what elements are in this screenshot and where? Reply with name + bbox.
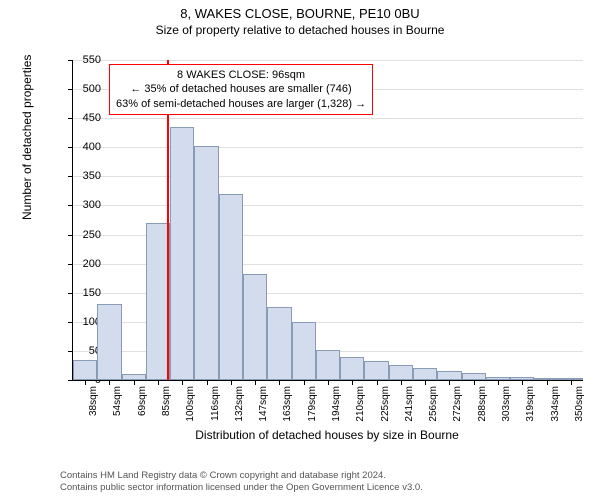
x-tick-mark: [182, 380, 183, 385]
x-tick-label: 334sqm: [550, 386, 561, 422]
x-tick-label: 100sqm: [185, 386, 196, 422]
x-tick-mark: [207, 380, 208, 385]
histogram-bar: [437, 371, 461, 380]
y-tick-label: 550: [71, 54, 101, 66]
x-tick-label: 147sqm: [258, 386, 269, 422]
histogram-bar: [194, 146, 218, 380]
chart-title: 8, WAKES CLOSE, BOURNE, PE10 0BU: [0, 6, 600, 21]
x-tick-mark: [231, 380, 232, 385]
callout-line-3: 63% of semi-detached houses are larger (…: [116, 97, 366, 111]
x-tick-mark: [498, 380, 499, 385]
footer-attribution: Contains HM Land Registry data © Crown c…: [60, 470, 423, 494]
callout-line-2: ← 35% of detached houses are smaller (74…: [116, 82, 366, 96]
chart-subtitle: Size of property relative to detached ho…: [0, 23, 600, 37]
x-tick-label: 350sqm: [574, 386, 585, 422]
y-axis-label: Number of detached properties: [20, 55, 34, 220]
x-tick-mark: [109, 380, 110, 385]
x-tick-label: 272sqm: [452, 386, 463, 422]
histogram-bar: [413, 368, 437, 380]
x-tick-label: 288sqm: [477, 386, 488, 422]
x-tick-mark: [474, 380, 475, 385]
x-tick-mark: [255, 380, 256, 385]
x-tick-label: 85sqm: [161, 386, 172, 416]
x-tick-mark: [522, 380, 523, 385]
x-tick-mark: [158, 380, 159, 385]
x-tick-label: 132sqm: [234, 386, 245, 422]
x-tick-label: 210sqm: [355, 386, 366, 422]
y-tick-label: 450: [71, 112, 101, 124]
histogram-bar: [292, 322, 316, 380]
footer-line-2: Contains public sector information licen…: [60, 482, 423, 494]
x-tick-label: 69sqm: [137, 386, 148, 416]
chart-container: Number of detached properties 0501001502…: [40, 60, 585, 410]
histogram-bar: [364, 361, 388, 380]
gridline: [73, 147, 583, 148]
x-tick-label: 194sqm: [331, 386, 342, 422]
x-tick-label: 179sqm: [307, 386, 318, 422]
x-tick-label: 54sqm: [112, 386, 123, 416]
gridline: [73, 176, 583, 177]
x-tick-mark: [279, 380, 280, 385]
histogram-bar: [462, 373, 486, 380]
y-tick-label: 250: [71, 229, 101, 241]
y-tick-label: 350: [71, 170, 101, 182]
reference-callout: 8 WAKES CLOSE: 96sqm ← 35% of detached h…: [109, 64, 373, 115]
gridline: [73, 205, 583, 206]
x-tick-label: 319sqm: [525, 386, 536, 422]
x-tick-mark: [352, 380, 353, 385]
histogram-bar: [389, 365, 413, 380]
callout-line-1: 8 WAKES CLOSE: 96sqm: [116, 68, 366, 82]
x-tick-label: 38sqm: [88, 386, 99, 416]
y-tick-label: 200: [71, 258, 101, 270]
x-tick-mark: [85, 380, 86, 385]
histogram-bar: [340, 357, 364, 380]
histogram-bar: [97, 304, 121, 380]
x-tick-label: 116sqm: [210, 386, 221, 421]
histogram-bar: [219, 194, 243, 380]
x-tick-mark: [377, 380, 378, 385]
gridline: [73, 118, 583, 119]
x-tick-mark: [304, 380, 305, 385]
footer-line-1: Contains HM Land Registry data © Crown c…: [60, 470, 423, 482]
x-tick-mark: [401, 380, 402, 385]
histogram-bar: [73, 360, 97, 380]
histogram-bar: [316, 350, 340, 380]
x-tick-mark: [547, 380, 548, 385]
histogram-bar: [170, 127, 194, 380]
y-tick-label: 500: [71, 83, 101, 95]
x-tick-mark: [328, 380, 329, 385]
chart-title-block: 8, WAKES CLOSE, BOURNE, PE10 0BU Size of…: [0, 6, 600, 37]
gridline: [73, 60, 583, 61]
y-tick-label: 400: [71, 141, 101, 153]
y-tick-label: 300: [71, 199, 101, 211]
plot-area: 05010015020025030035040045050055038sqm54…: [72, 60, 583, 381]
x-tick-mark: [134, 380, 135, 385]
x-tick-label: 256sqm: [428, 386, 439, 422]
x-tick-label: 163sqm: [282, 386, 293, 422]
y-tick-label: 150: [71, 287, 101, 299]
x-tick-label: 241sqm: [404, 386, 415, 422]
x-tick-label: 225sqm: [380, 386, 391, 422]
x-tick-mark: [571, 380, 572, 385]
histogram-bar: [243, 274, 267, 380]
histogram-bar: [267, 307, 291, 380]
x-tick-mark: [449, 380, 450, 385]
x-tick-label: 303sqm: [501, 386, 512, 422]
x-tick-mark: [425, 380, 426, 385]
